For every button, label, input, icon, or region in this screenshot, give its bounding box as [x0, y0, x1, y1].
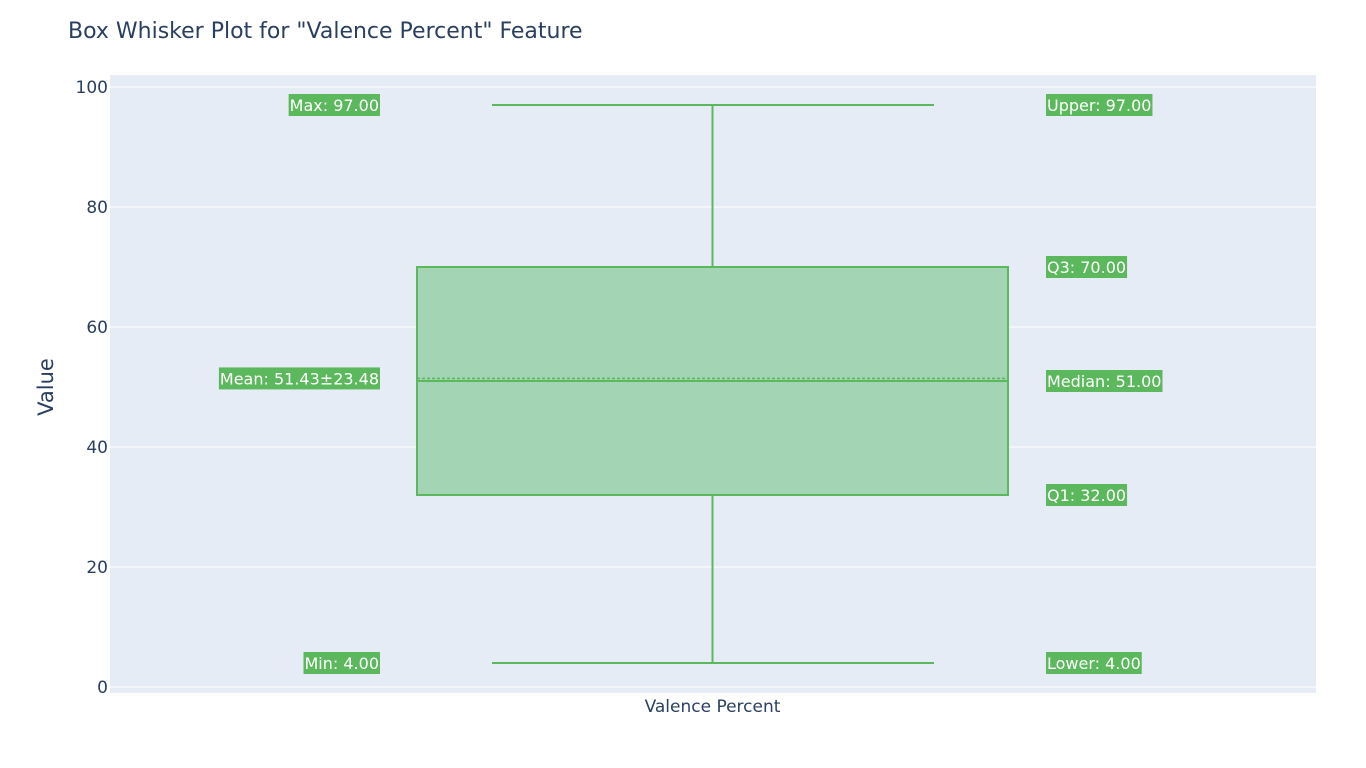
annotation-upper: Upper: 97.00 — [1046, 94, 1153, 116]
y-tick-80: 80 — [86, 198, 108, 218]
annotation-lower-bg — [1046, 652, 1142, 674]
y-axis-title: Value — [34, 358, 58, 416]
annotations: Max: 97.00 Mean: 51.43±23.48 Min: 4.00 Uppe… — [218, 94, 1163, 674]
annotation-q3: Q3: 70.00 — [1046, 256, 1128, 278]
annotation-mean-bg — [218, 367, 380, 390]
annotation-q3-bg — [1046, 256, 1128, 278]
y-tick-20: 20 — [86, 558, 108, 578]
annotation-median: Median: 51.00 — [1046, 370, 1163, 392]
annotation-upper-bg — [1046, 94, 1153, 116]
annotation-min-text: Min: 4.00 — [305, 654, 380, 673]
y-tick-40: 40 — [86, 438, 108, 458]
annotation-q1-text: Q1: 32.00 — [1047, 486, 1126, 505]
box-trace — [416, 104, 1009, 664]
annotation-q1-bg — [1046, 484, 1128, 506]
annotation-max: Max: 97.00 — [288, 94, 380, 116]
annotation-min-bg — [303, 652, 380, 674]
annotation-upper-text: Upper: 97.00 — [1047, 96, 1151, 115]
annotation-min: Min: 4.00 — [303, 652, 380, 674]
annotation-median-bg — [1046, 370, 1163, 392]
y-tick-labels: 0 20 40 60 80 100 — [76, 78, 108, 698]
y-tick-0: 0 — [97, 678, 108, 698]
annotation-mean-text: Mean: 51.43±23.48 — [220, 369, 379, 388]
y-tick-60: 60 — [86, 318, 108, 338]
annotation-q3-text: Q3: 70.00 — [1047, 258, 1126, 277]
x-category-label: Valence Percent — [645, 697, 781, 717]
chart-title: Box Whisker Plot for "Valence Percent" F… — [68, 19, 583, 44]
annotation-q1: Q1: 32.00 — [1046, 484, 1128, 506]
annotation-mean: Mean: 51.43±23.48 — [218, 367, 380, 390]
annotation-lower: Lower: 4.00 — [1046, 652, 1142, 674]
annotation-max-text: Max: 97.00 — [290, 96, 379, 115]
annotation-median-text: Median: 51.00 — [1047, 372, 1161, 391]
annotation-lower-text: Lower: 4.00 — [1047, 654, 1141, 673]
y-tick-100: 100 — [76, 78, 108, 98]
annotation-max-bg — [288, 94, 380, 116]
